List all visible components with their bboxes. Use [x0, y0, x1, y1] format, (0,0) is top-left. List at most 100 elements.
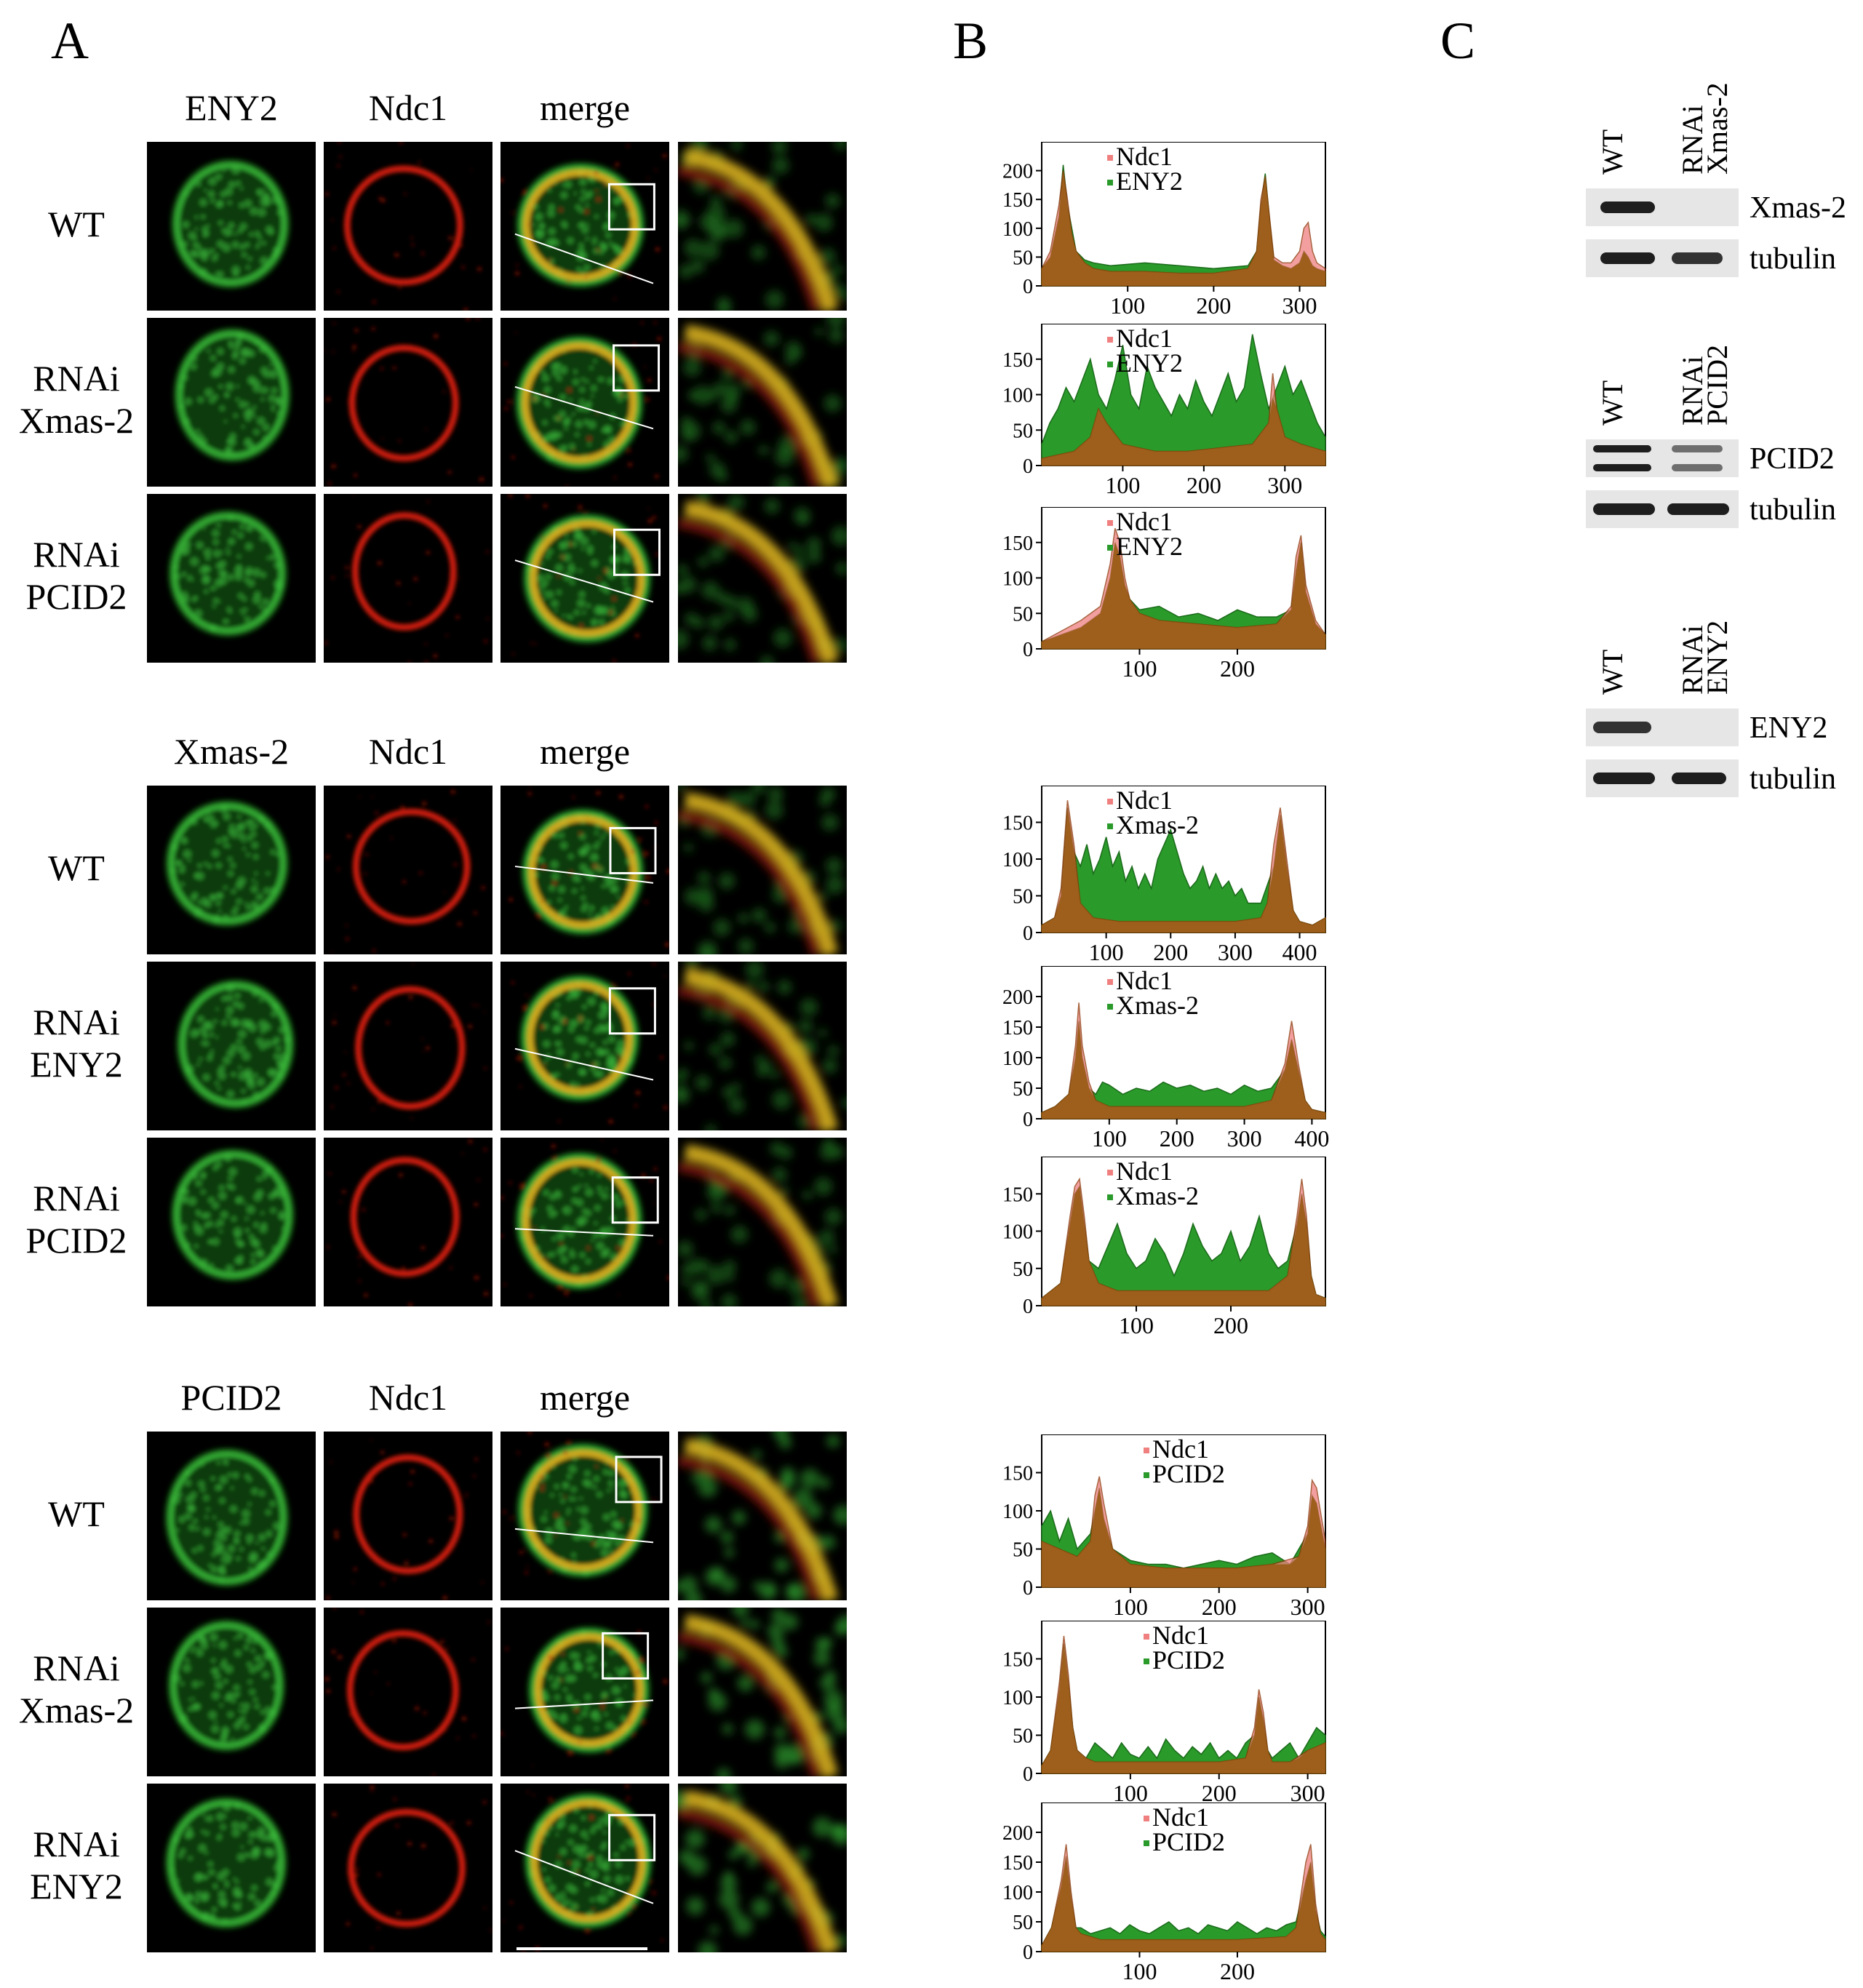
micrograph-merge	[500, 1784, 669, 1952]
row-label: RNAi Xmas-2	[18, 1648, 135, 1730]
blot-band	[1600, 252, 1655, 264]
y-tick-label: 100	[1002, 218, 1033, 241]
y-tick-label: 100	[1002, 1501, 1033, 1523]
overlap-area	[1042, 1856, 1325, 1952]
micrograph-zoom	[678, 962, 847, 1130]
legend-swatch	[1107, 520, 1113, 526]
micrograph-merge	[500, 962, 669, 1130]
blot-label: Xmas-2	[1750, 191, 1846, 225]
column-label: ENY2	[185, 87, 278, 128]
micrograph-zoom	[678, 142, 847, 311]
y-tick-label: 0	[1023, 922, 1033, 945]
micrograph-zoom	[678, 494, 847, 663]
row-label: WT	[48, 204, 105, 244]
x-tick-label: 200	[1213, 1312, 1248, 1338]
blot-label: tubulin	[1750, 242, 1837, 276]
x-tick-label: 300	[1282, 292, 1317, 319]
y-tick-label: 0	[1023, 1763, 1033, 1786]
y-tick-label: 100	[1002, 568, 1033, 591]
lane-label: WT	[1596, 129, 1629, 175]
micrograph-zoom	[678, 1608, 847, 1776]
x-tick-label: 200	[1202, 1780, 1237, 1806]
micrograph-zoom	[678, 1138, 847, 1306]
micrograph-red	[324, 1784, 492, 1952]
legend-swatch	[1107, 1170, 1113, 1175]
micrograph-merge	[500, 318, 669, 487]
overlap-area	[1042, 1488, 1325, 1587]
micrograph-merge	[500, 1138, 669, 1306]
legend-swatch	[1144, 1448, 1149, 1453]
legend-swatch	[1144, 1816, 1149, 1821]
x-tick-label: 100	[1122, 1958, 1157, 1984]
y-tick-label: 100	[1002, 385, 1033, 407]
micrograph-red	[324, 1138, 492, 1306]
blot-label: PCID2	[1750, 442, 1835, 476]
legend-swatch	[1107, 362, 1113, 367]
y-tick-label: 150	[1002, 813, 1033, 835]
y-tick-label: 0	[1023, 455, 1033, 478]
micrograph-red	[324, 494, 492, 663]
x-tick-label: 100	[1119, 1312, 1154, 1338]
legend-swatch	[1144, 1658, 1149, 1664]
legend-label: Ndc1	[1116, 507, 1173, 536]
y-tick-label: 50	[1013, 1912, 1033, 1934]
x-tick-label: 200	[1220, 1958, 1255, 1984]
y-tick-label: 100	[1002, 849, 1033, 871]
blot-strip	[1586, 708, 1739, 746]
profile-chart: 0 50 100 150 100 200 Ndc1 ENY2	[991, 506, 1333, 685]
lane-label: WT	[1596, 380, 1629, 426]
micrograph-zoom	[678, 786, 847, 954]
blot-band	[1667, 503, 1729, 515]
y-tick-label: 100	[1002, 1882, 1033, 1904]
blot-label: ENY2	[1750, 711, 1828, 745]
legend-swatch	[1107, 799, 1113, 805]
blot-band	[1672, 464, 1723, 471]
legend-label: Ndc1	[1152, 1803, 1209, 1832]
blot-band	[1593, 464, 1651, 471]
legend-label: Xmas-2	[1116, 991, 1199, 1020]
legend-label: PCID2	[1152, 1645, 1225, 1674]
y-tick-label: 150	[1002, 189, 1033, 212]
legend-swatch	[1107, 545, 1113, 551]
micrograph-zoom	[678, 318, 847, 487]
micrograph-green	[147, 318, 316, 487]
blot-band	[1672, 445, 1723, 452]
legend-label: Ndc1	[1116, 1157, 1173, 1186]
column-label: merge	[539, 87, 631, 128]
legend-swatch	[1107, 823, 1113, 829]
x-tick-label: 300	[1290, 1780, 1325, 1806]
lane-label: WT	[1596, 649, 1629, 695]
micrograph-merge	[500, 142, 669, 311]
micrograph-red	[324, 142, 492, 311]
y-tick-label: 50	[1013, 1725, 1033, 1748]
lane-label: RNAi PCID2	[1676, 344, 1734, 426]
micrograph-green	[147, 1784, 316, 1952]
blot-band	[1672, 773, 1726, 784]
column-label: Ndc1	[368, 87, 448, 128]
y-tick-label: 200	[1002, 1822, 1033, 1845]
micrograph-zoom	[678, 1784, 847, 1952]
legend-swatch	[1144, 1472, 1149, 1478]
profile-chart: 0 50 100 150 100 200 300 Ndc1 PCID2	[991, 1434, 1333, 1624]
x-tick-label: 200	[1220, 655, 1255, 682]
legend-label: Ndc1	[1116, 324, 1173, 353]
column-label: Xmas-2	[173, 731, 290, 772]
profile-chart: 0 50 100 150 200 100 200 300 Ndc1 ENY2	[991, 141, 1333, 322]
lane-label: RNAi ENY2	[1676, 620, 1734, 695]
profile-chart: 0 50 100 150 200 100 200 Ndc1 PCID2	[991, 1802, 1333, 1988]
blot-strip	[1586, 188, 1739, 226]
legend-swatch	[1144, 1840, 1149, 1846]
y-tick-label: 100	[1002, 1221, 1033, 1244]
y-tick-label: 200	[1002, 986, 1033, 1009]
panel-letter-a: A	[51, 12, 89, 70]
legend-label: Ndc1	[1116, 142, 1173, 171]
legend-label: Ndc1	[1116, 966, 1173, 995]
blot-strip	[1586, 439, 1739, 477]
micrograph-green	[147, 1608, 316, 1776]
row-label: RNAi PCID2	[25, 1178, 127, 1261]
micrograph-red	[324, 1608, 492, 1776]
